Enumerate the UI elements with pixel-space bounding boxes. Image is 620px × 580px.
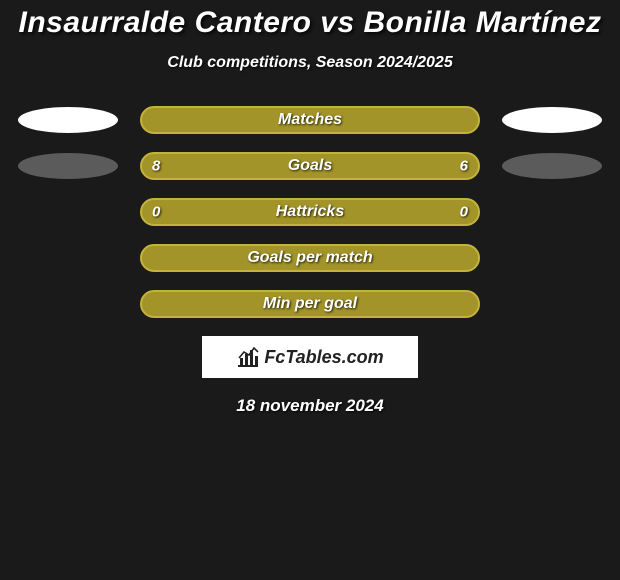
stat-label: Matches [278, 111, 342, 129]
right-ellipse [502, 153, 602, 179]
stat-bar: Min per goal [140, 290, 480, 318]
stat-left-value: 8 [152, 158, 160, 175]
comparison-container: Insaurralde Cantero vs Bonilla Martínez … [0, 0, 620, 416]
right-ellipse [502, 245, 602, 271]
left-ellipse [18, 199, 118, 225]
subtitle: Club competitions, Season 2024/2025 [0, 54, 620, 72]
stat-row: Goals per match [0, 244, 620, 272]
stat-bar: Goals per match [140, 244, 480, 272]
stat-label: Min per goal [263, 295, 357, 313]
date-label: 18 november 2024 [0, 396, 620, 416]
stat-label: Hattricks [276, 203, 344, 221]
logo-text: FcTables.com [264, 347, 383, 368]
left-ellipse [18, 291, 118, 317]
stat-bar: Matches [140, 106, 480, 134]
left-ellipse [18, 107, 118, 133]
stat-left-value: 0 [152, 204, 160, 221]
chart-icon [236, 346, 260, 368]
stat-row: 0 Hattricks 0 [0, 198, 620, 226]
right-ellipse [502, 291, 602, 317]
stat-row: 8 Goals 6 [0, 152, 620, 180]
logo-box[interactable]: FcTables.com [202, 336, 418, 378]
left-ellipse [18, 153, 118, 179]
stat-right-value: 0 [460, 204, 468, 221]
stat-label: Goals per match [247, 249, 372, 267]
stat-rows: Matches 8 Goals 6 0 Hattricks 0 Goals per match… [0, 106, 620, 318]
page-title: Insaurralde Cantero vs Bonilla Martínez [0, 6, 620, 40]
stat-row: Min per goal [0, 290, 620, 318]
stat-row: Matches [0, 106, 620, 134]
stat-label: Goals [288, 157, 332, 175]
right-ellipse [502, 199, 602, 225]
left-ellipse [18, 245, 118, 271]
stat-bar: 8 Goals 6 [140, 152, 480, 180]
stat-right-value: 6 [460, 158, 468, 175]
stat-bar: 0 Hattricks 0 [140, 198, 480, 226]
right-ellipse [502, 107, 602, 133]
